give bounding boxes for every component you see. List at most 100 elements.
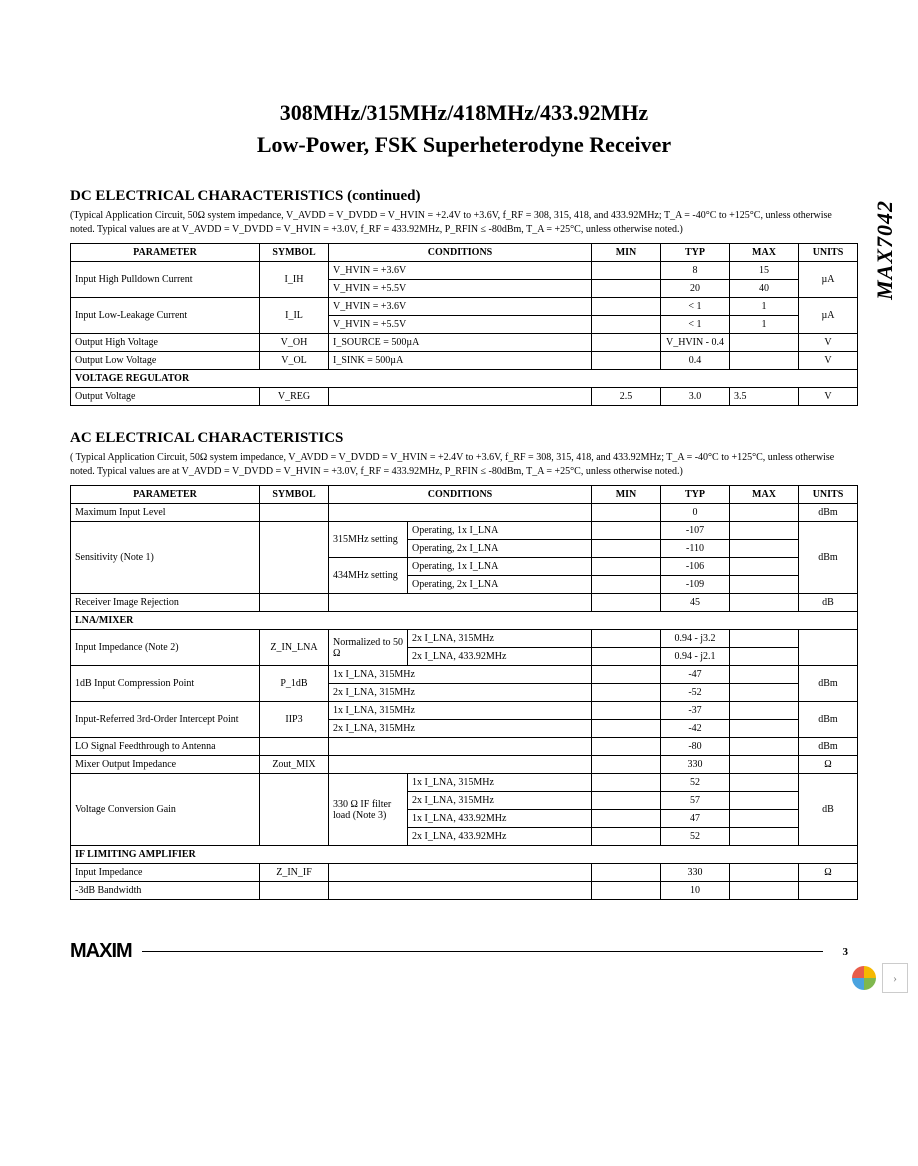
section-header-row: VOLTAGE REGULATOR: [71, 370, 858, 388]
page-number: 3: [843, 946, 849, 958]
ac-section-heading: AC ELECTRICAL CHARACTERISTICS: [70, 430, 858, 447]
typ-cell: 8: [661, 262, 730, 280]
col-header: TYP: [661, 244, 730, 262]
typ-cell: 47: [661, 810, 730, 828]
dc-conditions-note: (Typical Application Circuit, 50Ω system…: [70, 209, 858, 237]
typ-cell: 0: [661, 504, 730, 522]
units-cell: dBm: [799, 702, 858, 738]
typ-cell: 10: [661, 882, 730, 900]
symbol-cell: [260, 504, 329, 522]
symbol-cell: V_REG: [260, 388, 329, 406]
part-number-side: MAX7042: [872, 200, 898, 300]
typ-cell: -42: [661, 720, 730, 738]
typ-cell: -109: [661, 576, 730, 594]
cond-cell: I_SOURCE = 500µA: [329, 334, 592, 352]
col-header: MAX: [730, 486, 799, 504]
typ-cell: < 1: [661, 298, 730, 316]
col-header: SYMBOL: [260, 244, 329, 262]
min-cell: [592, 334, 661, 352]
typ-cell: 330: [661, 864, 730, 882]
symbol-cell: Z_IN_IF: [260, 864, 329, 882]
table-row: Output Voltage V_REG 2.5 3.0 3.5 V: [71, 388, 858, 406]
dc-table: PARAMETER SYMBOL CONDITIONS MIN TYP MAX …: [70, 243, 858, 406]
typ-cell: -106: [661, 558, 730, 576]
min-cell: [592, 522, 661, 540]
section-hdr-cell: VOLTAGE REGULATOR: [71, 370, 858, 388]
table-row: Input Low-Leakage Current I_IL V_HVIN = …: [71, 298, 858, 316]
cond-cell: V_HVIN = +3.6V: [329, 298, 592, 316]
param-cell: Output High Voltage: [71, 334, 260, 352]
typ-cell: -80: [661, 738, 730, 756]
typ-cell: 0.94 - j3.2: [661, 630, 730, 648]
max-cell: 1: [730, 298, 799, 316]
table-header-row: PARAMETER SYMBOL CONDITIONS MIN TYP MAX …: [71, 486, 858, 504]
units-cell: dB: [799, 594, 858, 612]
table-row: Input Impedance Z_IN_IF 330 Ω: [71, 864, 858, 882]
typ-cell: -37: [661, 702, 730, 720]
table-row: Mixer Output Impedance Zout_MIX 330 Ω: [71, 756, 858, 774]
units-cell: dB: [799, 774, 858, 846]
symbol-cell: [260, 594, 329, 612]
param-cell: Receiver Image Rejection: [71, 594, 260, 612]
cond-cell: Operating, 1x I_LNA: [408, 522, 592, 540]
typ-cell: -110: [661, 540, 730, 558]
page-subtitle: Low-Power, FSK Superheterodyne Receiver: [70, 132, 858, 158]
typ-cell: < 1: [661, 316, 730, 334]
param-cell: LO Signal Feedthrough to Antenna: [71, 738, 260, 756]
table-row: Input High Pulldown Current I_IH V_HVIN …: [71, 262, 858, 280]
param-cell: Maximum Input Level: [71, 504, 260, 522]
table-row: Output High Voltage V_OH I_SOURCE = 500µ…: [71, 334, 858, 352]
pinwheel-icon[interactable]: [850, 964, 878, 992]
typ-cell: V_HVIN - 0.4: [661, 334, 730, 352]
cond-cell: [329, 738, 592, 756]
units-cell: [799, 630, 858, 666]
min-cell: [592, 316, 661, 334]
cond-cell: 1x I_LNA, 315MHz: [329, 702, 592, 720]
cond-cell: 2x I_LNA, 315MHz: [408, 630, 592, 648]
footer-divider: [142, 951, 823, 952]
param-cell: Sensitivity (Note 1): [71, 522, 260, 594]
cond-group: 434MHz setting: [329, 558, 408, 594]
max-cell: 15: [730, 262, 799, 280]
table-row: Maximum Input Level 0 dBm: [71, 504, 858, 522]
cond-cell: Operating, 2x I_LNA: [408, 576, 592, 594]
cond-cell: [329, 594, 592, 612]
param-cell: Input Impedance: [71, 864, 260, 882]
typ-cell: 3.0: [661, 388, 730, 406]
typ-cell: 52: [661, 828, 730, 846]
units-cell: dBm: [799, 522, 858, 594]
cond-cell: [329, 756, 592, 774]
symbol-cell: Z_IN_LNA: [260, 630, 329, 666]
cond-cell: V_HVIN = +3.6V: [329, 262, 592, 280]
max-cell: [730, 352, 799, 370]
max-cell: 40: [730, 280, 799, 298]
param-cell: Output Voltage: [71, 388, 260, 406]
units-cell: µA: [799, 262, 858, 298]
table-row: Input Impedance (Note 2) Z_IN_LNA Normal…: [71, 630, 858, 648]
symbol-cell: [260, 774, 329, 846]
col-header: MIN: [592, 244, 661, 262]
typ-cell: 52: [661, 774, 730, 792]
units-cell: Ω: [799, 756, 858, 774]
ac-table: PARAMETER SYMBOL CONDITIONS MIN TYP MAX …: [70, 485, 858, 900]
param-cell: Input Impedance (Note 2): [71, 630, 260, 666]
cond-cell: Operating, 2x I_LNA: [408, 540, 592, 558]
param-cell: Mixer Output Impedance: [71, 756, 260, 774]
cond-cell: 2x I_LNA, 433.92MHz: [408, 828, 592, 846]
param-cell: Input Low-Leakage Current: [71, 298, 260, 334]
symbol-cell: V_OH: [260, 334, 329, 352]
units-cell: dBm: [799, 666, 858, 702]
units-cell: V: [799, 388, 858, 406]
col-header: MIN: [592, 486, 661, 504]
cond-cell: 2x I_LNA, 433.92MHz: [408, 648, 592, 666]
next-page-button[interactable]: ›: [882, 963, 908, 993]
nav-corner: ›: [850, 963, 908, 993]
col-header: MAX: [730, 244, 799, 262]
units-cell: Ω: [799, 864, 858, 882]
max-cell: [730, 334, 799, 352]
param-cell: Input High Pulldown Current: [71, 262, 260, 298]
symbol-cell: [260, 522, 329, 594]
cond-cell: I_SINK = 500µA: [329, 352, 592, 370]
section-hdr-cell: LNA/MIXER: [71, 612, 858, 630]
typ-cell: 57: [661, 792, 730, 810]
